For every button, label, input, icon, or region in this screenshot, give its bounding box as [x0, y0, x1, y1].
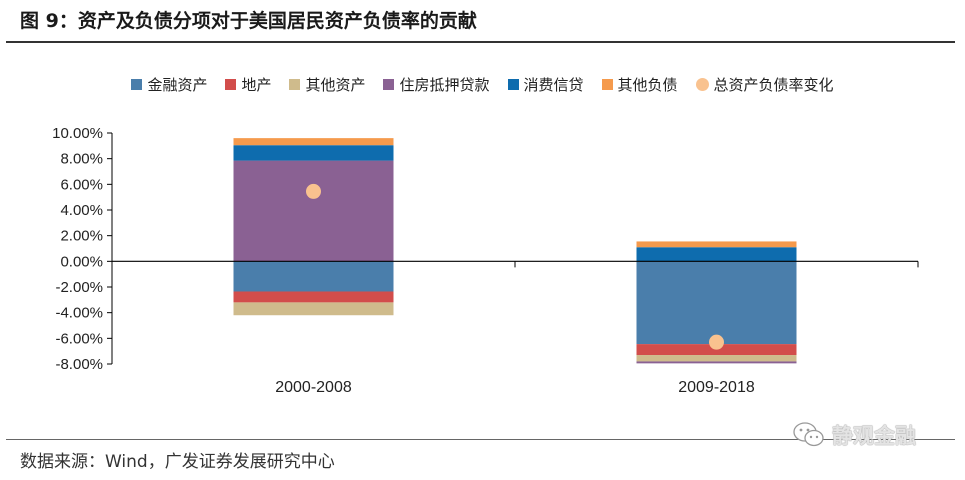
legend-swatch-mortgage — [383, 78, 395, 90]
y-tick-label: -8.00% — [55, 356, 103, 373]
bar-segment-0-0 — [233, 261, 394, 292]
legend-label-other-liabilities: 其他负债 — [617, 75, 678, 94]
legend-item-other-assets: 其他资产 — [289, 74, 365, 95]
figure-title: 图 9：资产及负债分项对于美国居民资产负债率的贡献 — [20, 10, 477, 32]
y-tick-label: 0.00% — [60, 253, 103, 270]
total-change-marker — [709, 334, 724, 350]
legend-item-other-liabilities: 其他负债 — [601, 74, 678, 95]
legend-label-other-assets: 其他资产 — [305, 75, 366, 94]
legend-swatch-real-estate — [225, 78, 237, 90]
wechat-icon — [793, 422, 824, 447]
bar-segment-3-0 — [233, 160, 394, 262]
legend-label-real-estate: 地产 — [241, 75, 272, 94]
x-category-label: 2009-2018 — [678, 379, 755, 396]
source-note: 数据来源：Wind，广发证券发展研究中心 — [20, 452, 335, 472]
legend-item-total-change: 总资产负债率变化 — [695, 74, 834, 95]
legend-swatch-other-liabilities — [601, 78, 613, 90]
bottom-rule — [6, 439, 955, 440]
total-change-marker — [306, 183, 321, 199]
x-category-label: 2000-2008 — [275, 379, 352, 396]
y-tick-label: 6.00% — [60, 176, 103, 193]
stacked-bar-chart: 10.00% 8.00% 6.00% 4.00% 2.00% 0.00% -2.00% -4.… — [52, 125, 919, 396]
bar-segment-3-1 — [636, 361, 797, 364]
legend-item-real-estate: 地产 — [225, 74, 271, 95]
legend-item-financial-assets: 金融资产 — [131, 74, 207, 95]
y-tick-label: 8.00% — [60, 151, 103, 168]
bar-segment-5-1 — [636, 241, 797, 248]
y-tick-label: 4.00% — [60, 202, 103, 219]
bar-segment-2-0 — [233, 302, 394, 316]
bar-segment-5-0 — [233, 138, 394, 146]
top-rule — [6, 41, 955, 43]
y-tick-label: 2.00% — [60, 228, 103, 245]
legend-swatch-financial-assets — [131, 78, 143, 90]
y-tick-label: -6.00% — [55, 330, 103, 347]
y-tick-label: 10.00% — [52, 125, 103, 142]
bar-segment-4-0 — [233, 145, 394, 161]
legend-item-consumer-credit: 消费信贷 — [507, 74, 584, 95]
watermark: 静观金融 — [792, 420, 916, 450]
legend-swatch-consumer-credit — [507, 78, 519, 90]
legend-label-consumer-credit: 消费信贷 — [523, 75, 584, 94]
legend-label-total-change: 总资产负债率变化 — [713, 75, 834, 94]
legend-label-financial-assets: 金融资产 — [147, 75, 208, 94]
bar-segment-4-1 — [636, 247, 797, 262]
legend-label-mortgage: 住房抵押贷款 — [399, 75, 490, 94]
watermark-text: 静观金融 — [832, 424, 916, 448]
bar-segment-1-0 — [233, 291, 394, 303]
y-tick-label: -4.00% — [55, 305, 103, 322]
bar-segment-0-1 — [636, 261, 797, 345]
legend-swatch-other-assets — [289, 78, 301, 90]
y-tick-label: -2.00% — [55, 279, 103, 296]
bar-segment-2-1 — [636, 355, 797, 362]
chart-legend: 金融资产 地产 其他资产 住房抵押贷款 消费信贷 其他负债 总资产负债率变化 — [0, 72, 965, 96]
legend-item-mortgage: 住房抵押贷款 — [383, 74, 490, 95]
legend-dot-total-change — [695, 77, 709, 91]
